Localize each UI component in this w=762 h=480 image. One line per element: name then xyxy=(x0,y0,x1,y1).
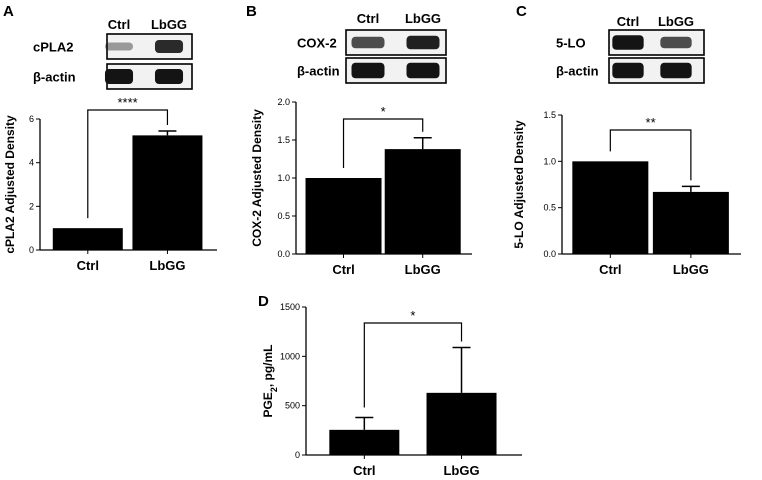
blot-column-label: LbGG xyxy=(151,17,187,32)
y-tick-label: 6 xyxy=(29,114,34,124)
y-tick-label: 1.5 xyxy=(543,110,556,120)
y-tick-label: 1.0 xyxy=(277,173,290,183)
y-tick-label: 1.5 xyxy=(277,135,290,145)
blot-band xyxy=(406,62,440,79)
panel-letter: A xyxy=(3,3,14,20)
y-tick-label: 0 xyxy=(295,450,300,460)
blot-band xyxy=(612,62,644,79)
x-tick-label: Ctrl xyxy=(599,262,621,277)
significance-bracket xyxy=(87,109,169,219)
significance-label: * xyxy=(410,308,415,323)
significance-bracket xyxy=(363,322,463,408)
x-tick-label: Ctrl xyxy=(77,258,99,273)
x-tick-label: LbGG xyxy=(673,262,709,277)
panel-letter: B xyxy=(246,3,257,20)
bar xyxy=(384,149,461,254)
blot-band xyxy=(660,36,692,49)
blot-band xyxy=(351,36,385,49)
blot-band xyxy=(104,42,134,51)
y-tick-label: 0.0 xyxy=(277,249,290,259)
blot-row-label: cPLA2 xyxy=(33,40,73,55)
y-axis-title-main: PGE xyxy=(261,392,275,417)
western-blot: Ctrl LbGG COX-2 β-actin xyxy=(297,11,447,84)
panel-letter: C xyxy=(516,3,527,20)
blot-band xyxy=(406,35,440,50)
y-axis-title: COX-2 Adjusted Density xyxy=(250,109,264,247)
significance-label: * xyxy=(381,104,386,119)
blot-column-label: Ctrl xyxy=(357,11,379,26)
significance-label: **** xyxy=(117,95,137,110)
panel-letter: D xyxy=(258,293,269,310)
y-tick-label: 1000 xyxy=(280,351,300,361)
y-axis-title: PGE2, pg/mL xyxy=(261,344,279,417)
blot-row-label: 5-LO xyxy=(556,36,586,51)
y-tick-label: 2 xyxy=(29,201,34,211)
blot-band xyxy=(154,40,184,53)
significance-bracket xyxy=(342,118,424,168)
bar xyxy=(652,191,729,254)
x-tick-label: LbGG xyxy=(149,258,185,273)
y-tick-label: 2.0 xyxy=(277,97,290,107)
y-axis-title: cPLA2 Adjusted Density xyxy=(3,115,17,254)
x-tick-label: LbGG xyxy=(443,463,479,478)
blot-column-label: Ctrl xyxy=(108,17,130,32)
bar xyxy=(572,161,649,254)
significance-label: ** xyxy=(646,115,656,130)
blot-row-label: β-actin xyxy=(556,64,599,79)
blot-band xyxy=(612,35,644,50)
blot-band xyxy=(104,69,134,84)
western-blot: Ctrl LbGG 5-LO β-actin xyxy=(556,14,705,84)
x-tick-label: Ctrl xyxy=(332,262,354,277)
western-blot: Ctrl LbGG cPLA2 β-actin xyxy=(33,17,193,90)
y-axis-title-unit: , pg/mL xyxy=(261,344,275,387)
blot-band xyxy=(154,69,184,84)
panel-b: B Ctrl LbGG COX-2 β-actin 0.0 0.5 1.0 1.5 2.0 Ctrl… xyxy=(246,3,472,277)
blot-row-label: COX-2 xyxy=(297,36,337,51)
blot-column-label: LbGG xyxy=(405,11,441,26)
x-tick-label: LbGG xyxy=(405,262,441,277)
blot-column-label: LbGG xyxy=(658,14,694,29)
y-tick-label: 0.5 xyxy=(543,203,556,213)
x-tick-label: Ctrl xyxy=(353,463,375,478)
y-tick-label: 1.0 xyxy=(543,156,556,166)
y-tick-label: 500 xyxy=(285,401,300,411)
blot-column-label: Ctrl xyxy=(617,14,639,29)
blot-row-label: β-actin xyxy=(33,70,76,85)
y-axis-title: 5-LO Adjusted Density xyxy=(512,120,526,249)
y-tick-label: 0 xyxy=(29,245,34,255)
panel-a: A Ctrl LbGG cPLA2 β-actin 0 2 4 6 Ctrl LbGG cPLA2 A… xyxy=(3,3,217,273)
y-tick-label: 0.0 xyxy=(543,249,556,259)
bar xyxy=(52,228,123,250)
bar xyxy=(329,429,400,455)
blot-row-label: β-actin xyxy=(297,64,340,79)
significance-bracket xyxy=(609,129,692,181)
y-axis-title-subscript: 2 xyxy=(269,387,279,392)
bar xyxy=(305,178,382,254)
bar xyxy=(132,135,203,250)
y-tick-label: 0.5 xyxy=(277,211,290,221)
y-tick-label: 4 xyxy=(29,158,34,168)
panel-d: D 0 500 1000 1500 Ctrl LbGG PGE2, pg/mL * xyxy=(258,293,522,478)
y-tick-label: 1500 xyxy=(280,302,300,312)
panel-c: C Ctrl LbGG 5-LO β-actin 0.0 0.5 1.0 1.5 Ctrl LbGG… xyxy=(512,3,741,277)
blot-band xyxy=(660,62,692,79)
bar xyxy=(426,392,497,455)
blot-band xyxy=(351,62,385,79)
